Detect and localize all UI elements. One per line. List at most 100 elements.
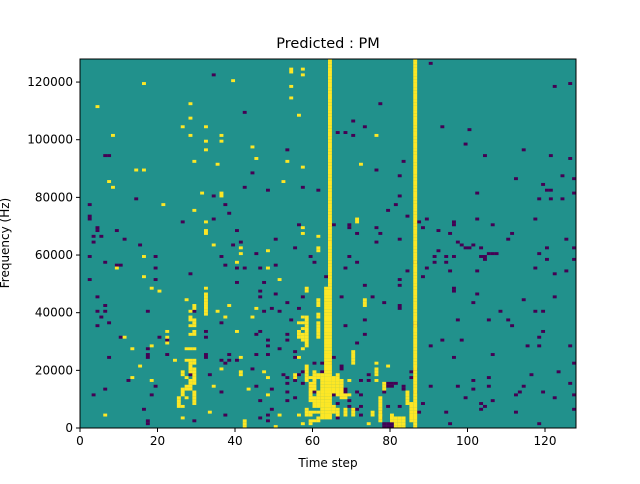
heatmap-cell-positive (180, 390, 185, 394)
heatmap-cell-negative (95, 309, 100, 313)
heatmap-cell-positive (335, 376, 340, 380)
heatmap-cell-positive (351, 413, 356, 417)
heatmap-cell-positive (328, 240, 332, 244)
heatmap-cell-positive (335, 378, 340, 382)
heatmap-cell-positive (378, 410, 383, 414)
heatmap-cell-positive (312, 404, 317, 408)
heatmap-cell-negative (153, 278, 158, 282)
heatmap-cell-positive (413, 197, 418, 201)
heatmap-cell-positive (324, 367, 329, 371)
heatmap-cell-positive (331, 381, 336, 385)
heatmap-cell-positive (328, 353, 332, 356)
heatmap-cell-positive (413, 122, 418, 126)
heatmap-cell-negative (424, 217, 429, 221)
heatmap-cell-negative (552, 295, 557, 299)
heatmap-cell-positive (351, 410, 356, 414)
heatmap-cell-positive (304, 286, 309, 290)
heatmap-cell-positive (312, 396, 317, 400)
heatmap-cell-negative (355, 231, 360, 235)
heatmap-cell-positive (413, 410, 418, 414)
heatmap-cell-negative (339, 364, 344, 368)
heatmap-cell-positive (235, 329, 239, 333)
heatmap-cell-positive (413, 413, 418, 417)
heatmap-cell-positive (413, 324, 418, 328)
heatmap-cell-positive (413, 168, 418, 172)
heatmap-cell-positive (328, 309, 332, 313)
heatmap-cell-positive (328, 159, 332, 163)
heatmap-cell-positive (413, 234, 418, 238)
heatmap-cell-positive (324, 404, 329, 408)
heatmap-cell-negative (204, 335, 208, 339)
heatmap-cell-positive (297, 355, 301, 359)
heatmap-cell-positive (351, 353, 356, 356)
heatmap-cell-positive (331, 410, 336, 414)
heatmap-cell-negative (475, 269, 480, 273)
heatmap-cell-negative (386, 381, 391, 385)
heatmap-cell-positive (324, 309, 329, 313)
heatmap-cell-positive (316, 373, 321, 377)
heatmap-cell-negative (273, 237, 278, 241)
heatmap-cell-negative (269, 387, 274, 391)
heatmap-cell-negative (281, 373, 286, 377)
heatmap-cell-positive (362, 301, 367, 305)
heatmap-cell-positive (300, 338, 305, 342)
heatmap-cell-positive (320, 413, 325, 417)
heatmap-cell-positive (328, 145, 332, 149)
heatmap-cell-positive (142, 82, 146, 85)
heatmap-cell-positive (192, 376, 197, 380)
heatmap-cell-positive (328, 260, 332, 264)
heatmap-cell-positive (413, 136, 418, 140)
heatmap-cell-positive (176, 399, 181, 403)
heatmap-cell-positive (180, 387, 185, 391)
heatmap-cell-negative (572, 191, 577, 195)
heatmap-cell-negative (521, 384, 526, 388)
heatmap-cell-positive (324, 329, 329, 333)
heatmap-cell-positive (188, 133, 193, 137)
heatmap-cell-positive (316, 315, 321, 319)
heatmap-cell-positive (413, 84, 418, 88)
heatmap-cell-negative (386, 384, 391, 388)
heatmap-cell-negative (235, 266, 239, 270)
heatmap-cell-negative (355, 407, 360, 411)
heatmap-cell-positive (312, 373, 317, 377)
heatmap-cell-negative (192, 309, 197, 313)
heatmap-cell-negative (269, 407, 274, 411)
heatmap-cell-positive (188, 347, 193, 351)
heatmap-cell-positive (328, 335, 332, 339)
heatmap-cell-positive (328, 367, 332, 371)
heatmap-cell-positive (316, 390, 321, 394)
heatmap-cell-negative (223, 203, 228, 207)
heatmap-cell-positive (328, 255, 332, 258)
heatmap-cell-positive (328, 257, 332, 261)
heatmap-cell-positive (328, 280, 332, 284)
heatmap-cell-negative (242, 266, 247, 270)
heatmap-cell-positive (413, 64, 418, 68)
heatmap-cell-positive (339, 384, 344, 388)
heatmap-cell-negative (145, 353, 150, 356)
heatmap-cell-positive (413, 237, 418, 241)
heatmap-cell-positive (328, 312, 332, 316)
heatmap-cell-negative (514, 410, 518, 414)
heatmap-cell-positive (324, 321, 329, 325)
heatmap-cell-positive (192, 378, 197, 382)
heatmap-cell-negative (483, 255, 487, 258)
heatmap-cell-negative (463, 396, 468, 400)
heatmap-cell-positive (328, 304, 332, 307)
heatmap-cell-positive (122, 335, 127, 339)
heatmap-cell-negative (486, 318, 491, 322)
heatmap-cell-positive (343, 410, 348, 414)
heatmap-cell-positive (308, 419, 313, 423)
heatmap-cell-positive (401, 425, 406, 429)
heatmap-cell-positive (413, 327, 418, 331)
heatmap-cell-negative (312, 390, 317, 394)
heatmap-cell-negative (374, 240, 379, 244)
heatmap-cell-positive (320, 373, 325, 377)
heatmap-cell-negative (87, 278, 92, 282)
heatmap-cell-negative (537, 344, 542, 348)
heatmap-cell-positive (328, 59, 332, 62)
heatmap-cell-positive (308, 422, 313, 426)
heatmap-cell-positive (359, 162, 363, 166)
heatmap-cell-negative (479, 255, 484, 258)
heatmap-cell-positive (328, 390, 332, 394)
heatmap-cell-negative (351, 133, 356, 137)
